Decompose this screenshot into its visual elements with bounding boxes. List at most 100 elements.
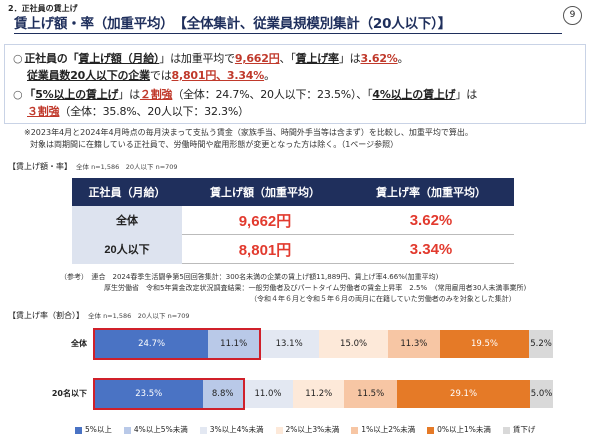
bar-segment: 5.2%: [529, 330, 553, 358]
bar-value-label: 5.0%: [530, 389, 553, 399]
bar-segment: 5.0%: [530, 380, 553, 408]
row-label: 全体: [72, 206, 182, 235]
highlight-share: ２割強: [139, 88, 173, 101]
bar-segment: 8.8%: [202, 380, 243, 408]
bullet-1-line-1: ○ 正社員の「賃上げ額（月給）」は加重平均で9,662円、「賃上げ率」は3.62%…: [13, 50, 409, 66]
bar-segment: 11.0%: [242, 380, 294, 408]
rate-cell: 3.34%: [348, 234, 514, 264]
section-label: 【賃上げ額・率】: [8, 162, 72, 171]
bar-category-label: 20名以下: [51, 389, 87, 398]
highlight-small-company: 8,801円、3.34%: [171, 69, 265, 82]
bullet-text: 賃上げ額（月給）: [78, 52, 160, 65]
column-header: 正社員（月給）: [72, 178, 182, 206]
legend-swatch: [199, 426, 207, 434]
bullet-text: （全体：24.7%、20人以下：23.5%）、「: [172, 88, 373, 101]
legend-label: 2%以上3%未満: [285, 425, 340, 434]
bullet-circle-icon: ○: [13, 52, 23, 65]
note-line-1: ※2023年4月と2024年4月時点の毎月決まって支払う賃金（家族手当、時間外手…: [24, 128, 473, 137]
legend-label: 1%以上2%未満: [361, 425, 416, 434]
bullet-text: 」は: [338, 52, 361, 65]
bar-segment: 15.0%: [319, 330, 388, 358]
highlight-box: [93, 378, 245, 410]
sample-size: 全体 n=1,586 20人以下 n=709: [88, 312, 190, 320]
page-number: 9: [563, 6, 582, 25]
bullet-text: 。: [397, 52, 409, 65]
legend-swatch: [502, 426, 510, 434]
legend-item: 0%以上1%未満: [427, 424, 491, 435]
bullet-1-line-2: 従業員数20人以下の企業では8,801円、3.34%。: [27, 67, 275, 83]
legend-swatch: [351, 426, 359, 434]
legend-label: 3%以上4%未満: [209, 425, 264, 434]
section-label: 【賃上げ率（割合）】: [8, 311, 84, 320]
title-divider: [14, 33, 562, 34]
bullet-text: 従業員数20人以下の企業: [27, 69, 150, 82]
bar-section-label: 【賃上げ率（割合）】 全体 n=1,586 20人以下 n=709: [8, 310, 190, 321]
legend-swatch: [75, 426, 82, 434]
bar-category-label: 全体: [71, 339, 87, 348]
legend-label: 5%以上: [85, 425, 112, 434]
highlight-share: ３割強: [27, 105, 60, 118]
bar-row: 24.7% 11.1% 13.1% 15.0% 11.3% 19.5% 5.2%: [95, 330, 553, 358]
bullet-text: 「: [24, 88, 36, 101]
reference-line-2: 厚生労働省 令和5年賃金改定状況調査結果：一般労働者及びパートタイム労働者の賃金…: [104, 284, 527, 292]
bar-value-label: 11.1%: [220, 339, 248, 349]
highlight-box: [93, 328, 262, 360]
bar-value-label: 19.5%: [470, 339, 498, 349]
bar-value-label: 11.5%: [357, 389, 385, 399]
bar-value-label: 15.0%: [340, 339, 368, 349]
legend-swatch: [275, 426, 283, 434]
rate-cell: 3.62%: [348, 206, 514, 235]
bar-value-label: 11.2%: [305, 389, 333, 399]
bar-segment: 11.2%: [293, 380, 345, 408]
legend-item: 1%以上2%未満: [351, 424, 415, 435]
bar-segment: 29.1%: [396, 380, 531, 408]
bar-value-label: 11.3%: [400, 339, 428, 349]
chart-legend: 5%以上 4%以上5%未満 3%以上4%未満 2%以上3%未満 1%以上2%未満 0%以上…: [75, 424, 547, 435]
bar-value-label: 5.2%: [530, 339, 552, 349]
row-label: 20人以下: [72, 234, 182, 264]
bar-segment: 19.5%: [439, 330, 530, 358]
page-title: 賃上げ額・率（加重平均） 【全体集計、従業員規模別集計（20人以下）】: [14, 16, 452, 32]
bar-segment: 11.3%: [387, 330, 440, 358]
legend-label: 0%以上1%未満: [437, 425, 491, 434]
bar-value-label: 24.7%: [138, 339, 166, 349]
reference-line-3: （令和４年６月と令和５年６月の両月に在籍していた労働者のみを対象とした集計）: [250, 295, 516, 303]
bar-segment: 24.7%: [95, 330, 209, 358]
bullet-circle-icon: ○: [13, 88, 23, 101]
wage-increase-table: 正社員（月給） 賃上げ額（加重平均） 賃上げ率（加重平均） 全体 9,662円 …: [72, 178, 514, 264]
legend-swatch: [427, 426, 435, 434]
bar-segment: 23.5%: [95, 380, 203, 408]
bullet-text: 」は: [455, 88, 478, 101]
table-row: 全体 9,662円 3.62%: [72, 206, 514, 235]
summary-box: ○ 正社員の「賃上げ額（月給）」は加重平均で9,662円、「賃上げ率」は3.62%…: [4, 44, 586, 124]
bullet-text: 。: [264, 69, 275, 82]
legend-item: 5%以上: [75, 424, 112, 435]
highlight-rate: 3.62%: [360, 52, 398, 65]
bullet-text: 賃上げ率: [295, 52, 339, 65]
note-line-2: 対象は両期間に在籍している正社員で、労働時間や雇用形態が変更となった方は除く。（…: [30, 140, 399, 149]
section-heading: 2．正社員の賃上げ: [8, 4, 78, 13]
bar-value-label: 29.1%: [450, 389, 478, 399]
amount-cell: 9,662円: [182, 206, 348, 235]
bullet-text: 、「: [279, 52, 296, 65]
bar-row: 23.5% 8.8% 11.0% 11.2% 11.5% 29.1% 5.0%: [95, 380, 553, 408]
column-header: 賃上げ率（加重平均）: [348, 178, 514, 206]
legend-swatch: [123, 426, 131, 434]
highlight-amount: 9,662円: [234, 52, 280, 65]
amount-cell: 8,801円: [182, 234, 348, 264]
legend-label: 4%以上5%未満: [133, 425, 188, 434]
reference-line-1: （参考） 連合 2024春季生活闘争第5回回答集計：300名未満の企業の賃上げ額…: [60, 273, 439, 281]
legend-item: 3%以上4%未満: [199, 424, 264, 435]
bullet-text: 」は加重平均で: [159, 52, 235, 65]
bullet-2-line-1: ○ 「5%以上の賃上げ」は２割強（全体：24.7%、20人以下：23.5%）、「4…: [13, 86, 477, 102]
bar-value-label: 13.1%: [275, 339, 303, 349]
bar-value-label: 8.8%: [211, 389, 234, 399]
bar-segment: 11.1%: [208, 330, 260, 358]
bullet-text: 」は: [118, 88, 140, 101]
bullet-text: では: [149, 69, 172, 82]
bar-segment: 11.5%: [344, 380, 397, 408]
bullet-text: 4%以上の賃上げ: [372, 88, 456, 101]
table-row: 20人以下 8,801円 3.34%: [72, 234, 514, 264]
bar-value-label: 23.5%: [135, 389, 163, 399]
legend-item: 賃下げ: [502, 424, 535, 435]
